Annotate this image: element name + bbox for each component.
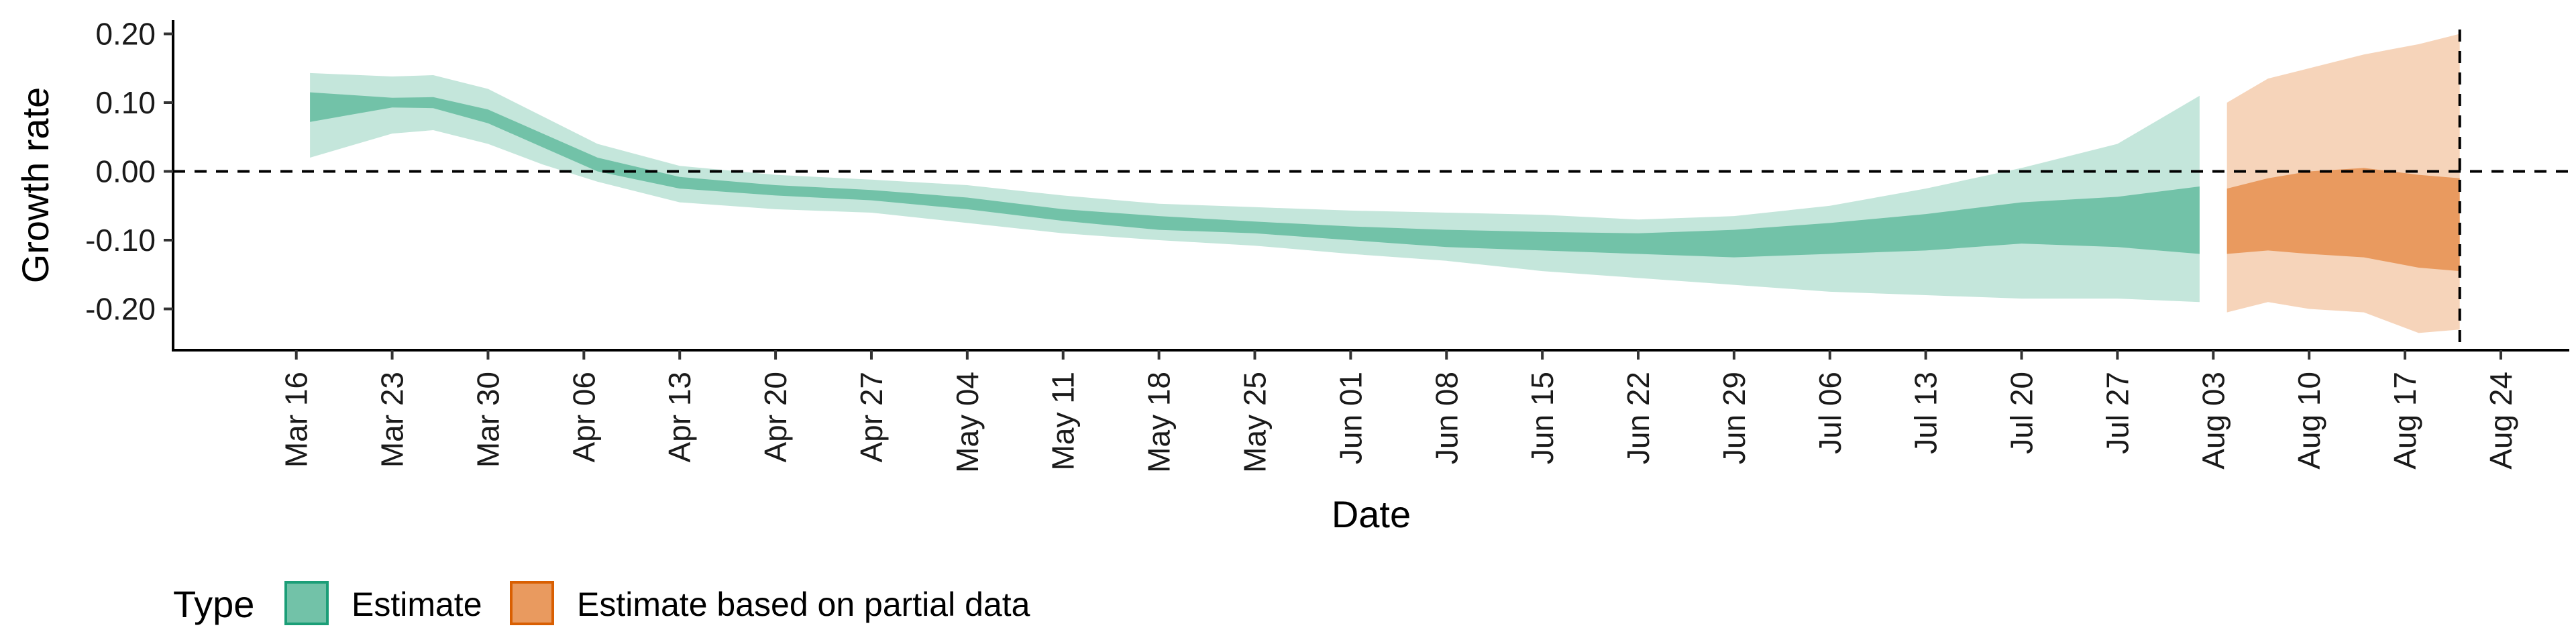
x-tick-label: Mar 30 <box>470 372 505 468</box>
estimate-bands <box>310 34 2460 333</box>
x-tick-label: Aug 24 <box>2483 372 2518 470</box>
x-tick-label: Apr 20 <box>758 372 793 463</box>
x-tick-label: Jul 27 <box>2100 372 2135 454</box>
y-tick-label: -0.10 <box>85 223 156 258</box>
x-tick-label: Mar 16 <box>279 372 314 468</box>
x-tick-label: Jun 15 <box>1525 372 1560 464</box>
y-tick-label: 0.00 <box>95 154 156 189</box>
x-tick-label: Apr 06 <box>566 372 601 463</box>
band-inner-partial-data <box>2226 168 2460 272</box>
y-tick-label: 0.20 <box>95 17 156 52</box>
x-axis-title: Date <box>1332 493 1411 535</box>
x-tick-label: Mar 23 <box>375 372 410 468</box>
x-tick-label: May 11 <box>1046 372 1081 470</box>
x-tick-label: May 04 <box>950 372 985 473</box>
x-tick-label: Jun 22 <box>1621 372 1656 464</box>
y-axis-ticks: 0.20 0.10 0.00 -0.10 -0.20 <box>85 17 173 327</box>
y-tick-label: 0.10 <box>95 85 156 120</box>
legend: Type Estimate Estimate based on partial … <box>173 581 1030 625</box>
y-tick-label: -0.20 <box>85 292 156 327</box>
x-tick-label: Jun 01 <box>1333 372 1368 464</box>
x-tick-label: Aug 10 <box>2292 372 2326 470</box>
legend-title: Type <box>173 583 254 625</box>
x-tick-label: Jun 29 <box>1717 372 1752 464</box>
band-inner-estimate <box>310 92 2200 258</box>
band-outer-estimate <box>310 72 2200 303</box>
legend-swatch-estimate <box>284 581 329 625</box>
x-tick-label: Jun 08 <box>1429 372 1464 464</box>
x-tick-label: May 18 <box>1142 372 1177 473</box>
x-tick-label: Jul 20 <box>2004 372 2039 454</box>
legend-swatch-partial-data <box>510 581 554 625</box>
legend-label-partial-data: Estimate based on partial data <box>577 586 1030 623</box>
x-tick-label: Jul 06 <box>1813 372 1847 454</box>
y-axis-title: Growth rate <box>14 87 56 284</box>
x-tick-label: Apr 27 <box>854 372 889 463</box>
x-tick-label: May 25 <box>1238 372 1273 473</box>
x-tick-label: Aug 03 <box>2196 372 2231 470</box>
x-tick-label: Aug 17 <box>2387 372 2422 470</box>
x-axis-ticks: Mar 16 Mar 23 Mar 30 Apr 06 Apr 13 Apr 20 Apr … <box>279 350 2518 473</box>
x-tick-label: Apr 13 <box>662 372 697 463</box>
legend-label-estimate: Estimate <box>352 586 482 623</box>
x-tick-label: Jul 13 <box>1909 372 1943 454</box>
